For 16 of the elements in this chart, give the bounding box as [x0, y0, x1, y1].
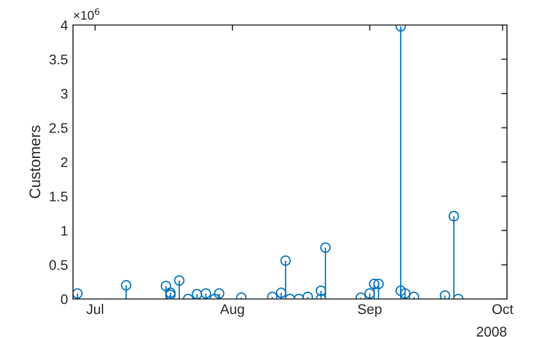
y-tick-label: 0.5 [49, 260, 68, 270]
y-tick-label: 0 [60, 294, 68, 304]
y-tick-label: 1.5 [50, 192, 68, 202]
y-tick-label: 2.5 [50, 123, 68, 133]
text: 2008 [476, 326, 506, 337]
y-tick-label: 2 [61, 157, 68, 168]
y-tick-label: 3.5 [49, 54, 68, 64]
y-axis-title: Customers [29, 126, 40, 198]
x-tick-label: Oct [492, 304, 514, 314]
y-tick-label: 4 [60, 20, 68, 30]
x-tick-label: Jul [86, 304, 104, 314]
text: ×10$^{6}$ [74, 8, 100, 20]
x-tick-label: Sep [358, 304, 382, 317]
y-tick-label: 1 [61, 226, 68, 236]
x-tick-label: Aug [220, 304, 244, 317]
y-tick-label: 3 [60, 88, 68, 99]
